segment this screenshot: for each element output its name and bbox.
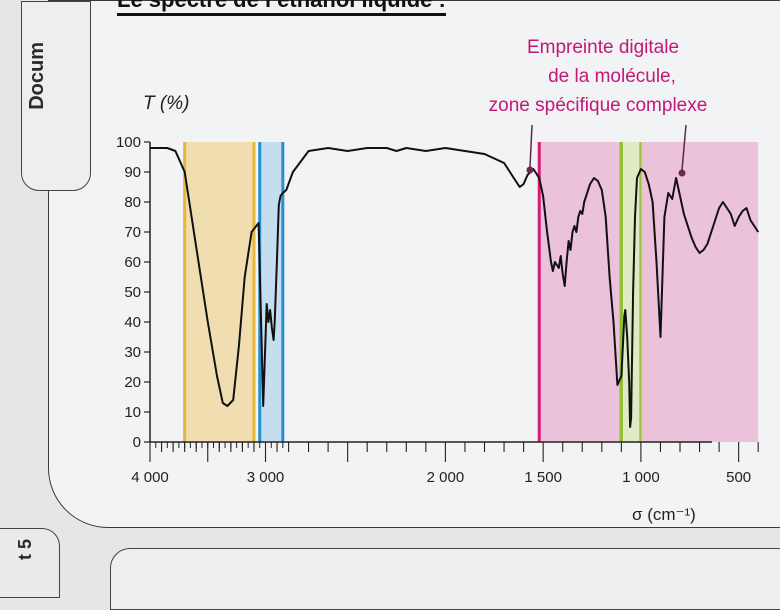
section-title: Le spectre de l’éthanol liquide : [117,0,446,16]
y-tick-label: 80 [124,194,141,211]
band-empreinte-2 [640,142,759,442]
annotation-pointer [681,124,687,171]
absorption-bands [183,142,759,442]
y-axis-label: T (%) [143,93,189,114]
x-tick-label: 2 000 [427,469,465,486]
y-tick-label: 20 [124,374,141,391]
x-ticks: 4 000 3 000 2 000 1 500 1 000 500 [131,442,759,486]
y-tick-label: 40 [124,314,141,331]
band-empreinte [539,142,622,442]
y-tick-label: 60 [124,254,141,271]
side-tab[interactable]: Docum [21,1,91,191]
y-tick-label: 100 [116,134,141,151]
y-tick-label: 70 [124,224,141,241]
x-tick-label: 4 000 [131,469,169,486]
annotation-line: zone spécifique complexe [489,95,708,116]
fingerprint-annotation: Empreinte digitale de la molécule, zone sp… [489,37,708,177]
annotation-line: Empreinte digitale [527,37,679,58]
x-axis-label: σ (cm⁻¹) [632,505,696,524]
y-tick-label: 0 [133,434,141,451]
y-tick-label: 90 [124,164,141,181]
x-tick-label: 3 000 [247,469,285,486]
annotation-pointer-dot [678,169,686,177]
y-tick-label: 10 [124,404,141,421]
annotation-line: de la molécule, [548,66,676,87]
band-C-O [621,142,641,442]
annotation-pointer-dot [526,166,534,174]
x-tick-label: 1 000 [622,469,660,486]
y-ticks: 0 10 20 30 40 50 60 70 80 90 100 [116,134,150,451]
y-tick-label: 30 [124,344,141,361]
y-tick-label: 50 [124,284,141,301]
band-O-H [184,142,254,442]
ir-spectrum-chart: 0 10 20 30 40 50 60 70 80 90 100 4 000 3 000 2 000 1 … [116,37,760,524]
series-line [150,147,760,428]
annotation-pointer [529,124,533,168]
x-tick-label: 1 500 [524,469,562,486]
x-tick-label: 500 [726,469,751,486]
